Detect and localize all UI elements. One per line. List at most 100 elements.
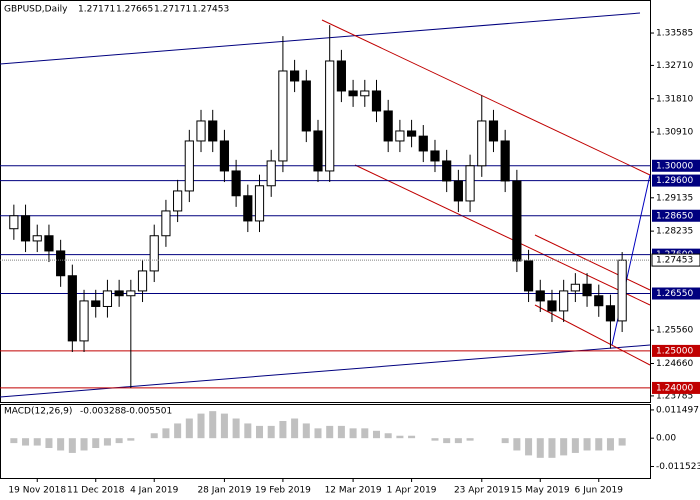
macd-bar	[396, 435, 404, 439]
level-box	[652, 287, 700, 300]
macd-bar	[618, 438, 626, 446]
macd-bar	[408, 435, 416, 439]
candle-body	[56, 250, 66, 277]
candle-body	[20, 215, 31, 242]
candle-body	[453, 180, 463, 202]
candle-body	[488, 120, 499, 142]
header-value: 1.27171	[78, 5, 115, 15]
x-tick-label: 12 Mar 2019	[325, 486, 382, 496]
channel-lower	[0, 344, 651, 398]
macd-bar	[302, 423, 310, 439]
y-tick-label: 1.30910	[656, 128, 693, 138]
macd-bar	[361, 428, 369, 439]
macd-bar	[267, 425, 275, 439]
level-box	[652, 159, 700, 172]
macd-bar	[337, 425, 345, 439]
y-tick-label: 1.29135	[656, 193, 693, 203]
y-tick-label: 1.25560	[656, 326, 693, 336]
candle-body	[173, 190, 183, 212]
symbol-title: GBPUSD,Daily	[4, 5, 68, 15]
header-value: 1.27665	[116, 5, 153, 15]
macd-bar	[244, 423, 252, 439]
candle-body	[44, 235, 54, 252]
candle-body	[512, 180, 522, 262]
macd-bar	[326, 425, 334, 439]
price-pane	[0, 0, 651, 403]
y-tick-label: 1.31810	[656, 94, 693, 104]
macd-bar	[162, 428, 170, 439]
candle-body	[79, 300, 89, 342]
macd-bar	[454, 438, 462, 444]
candle-body	[594, 295, 604, 307]
macd-bar	[80, 438, 88, 451]
candle-body	[500, 140, 510, 182]
macd-bar	[33, 438, 41, 446]
x-tick-label: 23 Apr 2019	[454, 486, 510, 496]
candle-body	[477, 120, 487, 167]
candle-body	[360, 90, 370, 97]
macd-bar	[466, 438, 474, 441]
macd-bar	[57, 438, 65, 451]
macd-bar	[349, 428, 357, 439]
candle-body	[371, 90, 382, 112]
macd-bar	[314, 428, 322, 439]
macd-bar	[525, 438, 533, 456]
candle-body	[301, 80, 311, 132]
level-label: 1.25000	[656, 346, 693, 356]
macd-bar	[501, 438, 509, 444]
candle-body	[395, 130, 405, 142]
candle-body	[266, 160, 276, 187]
candle-body	[290, 70, 300, 82]
macd-bar	[185, 418, 193, 439]
macd-bar	[103, 438, 111, 446]
red-trend-upper	[321, 19, 651, 176]
level-label: 1.30000	[656, 161, 693, 171]
macd-tick-label: 0.011497	[656, 405, 699, 415]
y-tick-label: 1.24660	[656, 359, 693, 369]
macd-bar	[279, 420, 287, 439]
header-value: 1.27171	[154, 5, 191, 15]
macd-bar	[174, 423, 182, 439]
level-box	[652, 381, 700, 394]
macd-bar	[606, 438, 614, 451]
level-label: 1.29600	[656, 176, 693, 186]
candle-body	[243, 195, 253, 222]
candle-body	[196, 120, 206, 142]
macd-bar	[548, 438, 556, 458]
candle-body	[254, 185, 265, 222]
macd-bar	[536, 438, 544, 458]
level-label: 1.28650	[656, 211, 693, 221]
macd-bar	[372, 430, 380, 439]
candle-body	[9, 215, 19, 230]
candle-body	[32, 235, 42, 242]
y-tick-label: 1.23785	[656, 391, 693, 401]
x-tick-label: 11 Dec 2018	[67, 486, 125, 496]
channel-upper	[0, 12, 641, 65]
y-tick-label: 1.32710	[656, 61, 693, 71]
header-value: 1.27453	[192, 5, 229, 15]
level-label: 1.24000	[656, 383, 693, 393]
macd-bar	[571, 438, 579, 453]
candle-body	[559, 290, 569, 312]
macd-bar	[583, 438, 591, 451]
macd-header-value: -0.003288	[80, 407, 126, 417]
candle-body	[605, 305, 616, 322]
candle-body	[91, 300, 101, 307]
macd-bar	[443, 438, 451, 444]
macd-bar	[92, 438, 100, 449]
candle-body	[102, 290, 113, 307]
red-channel-top	[534, 234, 651, 291]
red-channel-bottom	[534, 304, 651, 366]
macd-pane	[0, 404, 651, 479]
candle-body	[547, 300, 557, 312]
candle-body	[149, 235, 159, 272]
macd-bar	[115, 438, 123, 444]
x-tick-label: 15 May 2019	[511, 486, 570, 496]
macd-bar	[560, 438, 568, 456]
macd-bar	[291, 418, 299, 439]
macd-bar	[45, 438, 53, 449]
current-price-box	[651, 253, 700, 267]
x-tick-label: 19 Feb 2019	[255, 486, 311, 496]
candle-body	[617, 259, 627, 322]
